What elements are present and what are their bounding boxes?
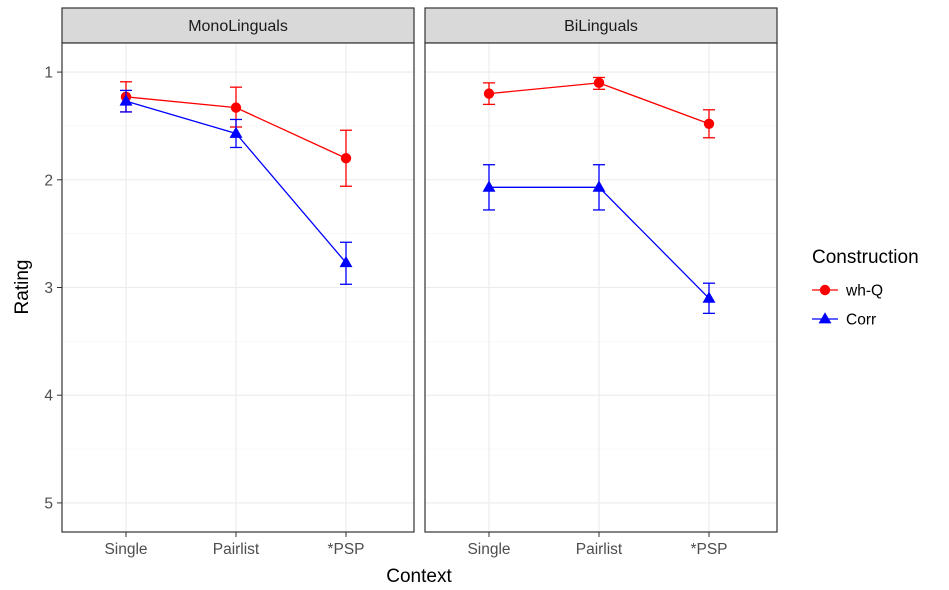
y-tick-label: 4 — [44, 388, 53, 405]
strip-label: BiLinguals — [564, 18, 638, 35]
data-point — [482, 180, 496, 192]
legend: Construction wh-Q Corr — [812, 247, 919, 329]
legend-key-marker — [818, 312, 832, 324]
y-tick-label: 2 — [44, 172, 53, 189]
x-tick-label: Pairlist — [213, 541, 260, 558]
strip-label: MonoLinguals — [188, 18, 288, 35]
data-point — [230, 102, 242, 113]
legend-entry-wh-q: wh-Q — [812, 283, 883, 300]
legend-label: wh-Q — [845, 283, 883, 300]
data-point — [592, 180, 606, 192]
y-tick-label: 5 — [44, 495, 53, 512]
data-point — [483, 88, 495, 99]
x-tick-label: Single — [104, 541, 147, 558]
x-tick-label: Single — [467, 541, 510, 558]
x-tick-label: *PSP — [690, 541, 727, 558]
panels: MonoLinguals BiLinguals — [61, 7, 778, 533]
panel-bilinguals: BiLinguals — [424, 7, 778, 533]
data-point — [119, 94, 133, 106]
data-point — [593, 77, 605, 89]
series-wh-q — [483, 76, 715, 139]
panel-monolinguals: MonoLinguals — [61, 7, 415, 533]
series-corr — [119, 89, 353, 285]
legend-entry-corr: Corr — [812, 312, 876, 329]
series-corr — [482, 164, 716, 315]
data-point — [339, 255, 353, 268]
data-point — [229, 126, 243, 138]
y-axis: 1 2 3 4 5 — [44, 65, 62, 512]
x-axis: Single Pairlist *PSP Single Pairlist *PSP — [104, 532, 728, 558]
strip-background — [61, 7, 415, 44]
data-point — [702, 291, 716, 303]
x-tick-label: *PSP — [327, 541, 364, 558]
x-tick-label: Pairlist — [576, 541, 623, 558]
data-point — [703, 118, 715, 129]
legend-title: Construction — [812, 247, 919, 268]
y-tick-label: 3 — [44, 280, 53, 297]
x-axis-title: Context — [386, 566, 452, 587]
y-axis-title: Rating — [12, 260, 33, 315]
panel-border — [424, 42, 778, 533]
legend-key-marker — [819, 284, 831, 296]
strip-background — [424, 7, 778, 44]
y-tick-label: 1 — [44, 65, 53, 82]
data-point — [340, 153, 352, 164]
legend-entries: wh-Q Corr — [812, 283, 883, 329]
legend-label: Corr — [846, 312, 876, 329]
